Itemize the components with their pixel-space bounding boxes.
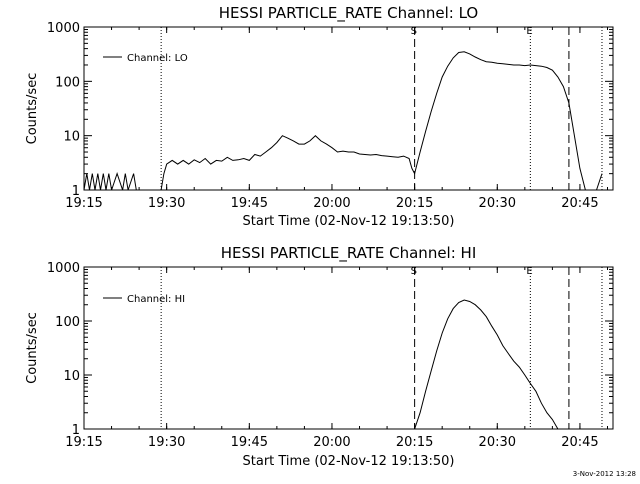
- x-tick-label: 20:00: [313, 196, 350, 211]
- marker-e: E: [526, 26, 532, 37]
- x-tick-label: 20:15: [396, 435, 433, 450]
- x-tick-label: 19:30: [148, 435, 185, 450]
- chart-panel-hi: HESSI PARTICLE_RATE Channel: HI 19:15 19:3…: [25, 244, 614, 469]
- y-tick-label: 1000: [47, 261, 80, 276]
- series-line: [84, 51, 603, 190]
- legend-entry: Channel: HI: [127, 294, 185, 305]
- y-tick-label: 1: [72, 423, 80, 438]
- plot-frame: [83, 26, 614, 191]
- chart-panel-lo: HESSI PARTICLE_RATE Channel: LO 19:15 19:3…: [25, 4, 614, 229]
- x-tick-label: 19:15: [65, 435, 102, 450]
- marker-e: E: [526, 266, 532, 277]
- marker-s: S: [411, 266, 417, 277]
- x-tick-label: 20:00: [313, 435, 350, 450]
- series-line: [414, 299, 559, 429]
- legend-entry: Channel: LO: [127, 53, 188, 64]
- plot-frame: [83, 266, 614, 430]
- x-tick-label: 19:45: [231, 435, 268, 450]
- x-tick-label: 20:30: [479, 196, 516, 211]
- x-tick-label: 20:15: [396, 196, 433, 211]
- timestamp: 3-Nov-2012 13:28: [573, 470, 636, 478]
- x-tick-label: 19:45: [231, 196, 268, 211]
- x-tick-label: 19:15: [65, 196, 102, 211]
- x-axis-label: Start Time (02-Nov-12 19:13:50): [243, 454, 455, 469]
- marker-s: S: [411, 26, 417, 37]
- chart-title: HESSI PARTICLE_RATE Channel: LO: [219, 4, 478, 23]
- x-tick-label: 20:45: [561, 196, 598, 211]
- y-tick-label: 100: [55, 315, 80, 330]
- x-tick-label: 20:45: [561, 435, 598, 450]
- y-axis-label: Counts/sec: [25, 73, 40, 145]
- chart-title: HESSI PARTICLE_RATE Channel: HI: [221, 244, 477, 263]
- x-tick-label: 20:30: [479, 435, 516, 450]
- x-axis-label: Start Time (02-Nov-12 19:13:50): [243, 214, 455, 229]
- y-axis-label: Counts/sec: [25, 312, 40, 384]
- y-tick-label: 10: [63, 369, 80, 384]
- y-tick-label: 10: [63, 130, 80, 145]
- y-tick-label: 1: [72, 184, 80, 199]
- x-tick-label: 19:30: [148, 196, 185, 211]
- y-tick-label: 1000: [47, 21, 80, 36]
- y-tick-label: 100: [55, 75, 80, 90]
